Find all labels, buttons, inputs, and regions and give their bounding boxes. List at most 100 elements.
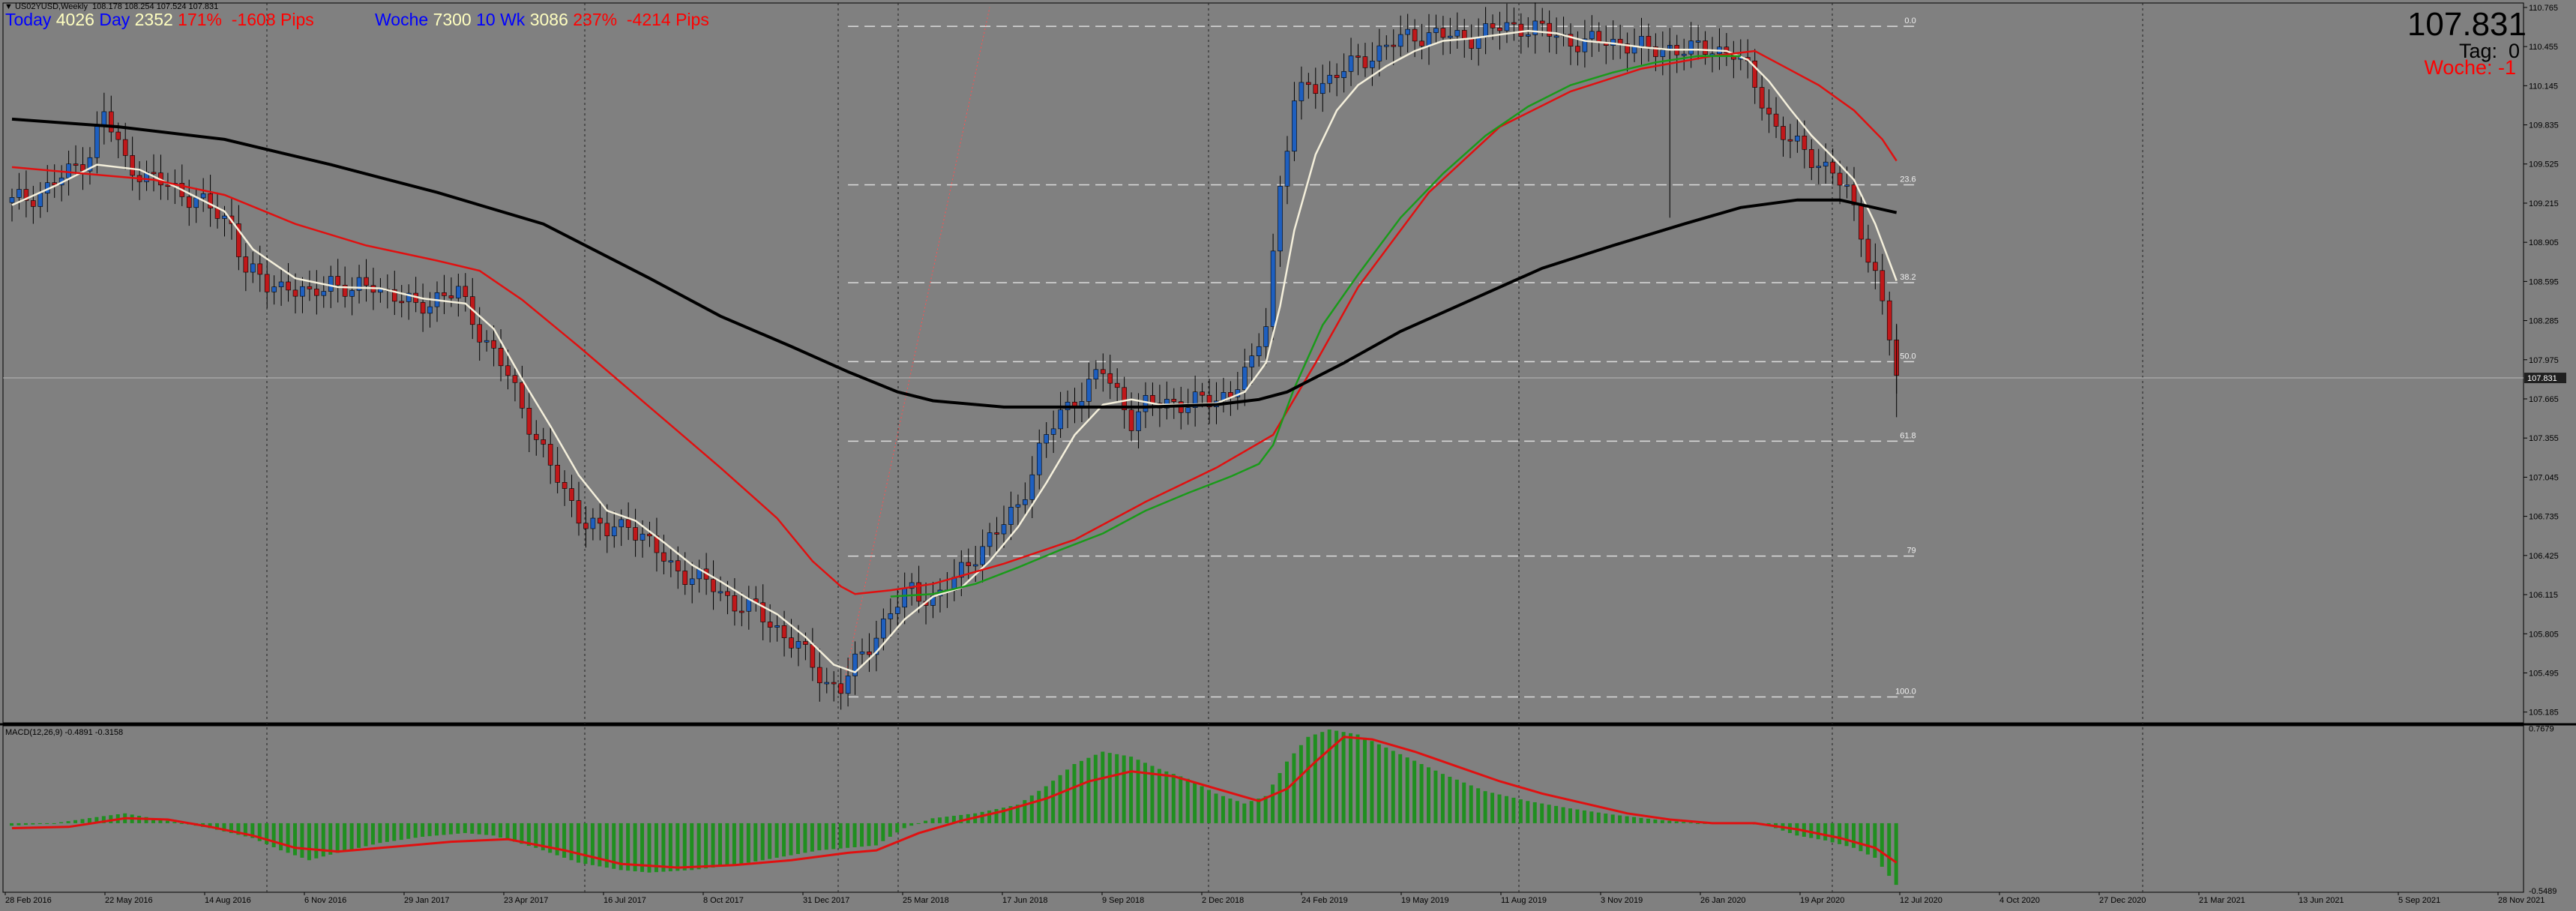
macd-histogram-bar — [732, 823, 736, 865]
candle-body — [1787, 139, 1793, 142]
candle — [1362, 43, 1368, 77]
fib-level-label: 100.0 — [1895, 687, 1916, 696]
macd-histogram-bar — [774, 823, 779, 858]
candle-body — [1490, 23, 1496, 28]
macd-histogram-bar — [682, 823, 687, 871]
macd-histogram-bar — [1454, 779, 1459, 823]
candle — [1270, 233, 1276, 340]
macd-histogram-bar — [1462, 782, 1466, 823]
macd-histogram-bar — [23, 823, 28, 826]
candle-body — [31, 200, 36, 207]
macd-histogram-bar — [1844, 823, 1849, 847]
price-axis-label: 107.975 — [2529, 356, 2559, 365]
candle — [23, 170, 29, 217]
candle — [1865, 224, 1871, 273]
macd-histogram-bar — [1150, 766, 1155, 823]
macd-histogram-bar — [271, 823, 276, 847]
candle — [1851, 166, 1857, 221]
candle-body — [94, 126, 100, 158]
candle-body — [257, 263, 263, 275]
candle-body — [533, 433, 539, 440]
candle-body — [286, 281, 291, 291]
candle-body — [831, 682, 837, 685]
candle — [1044, 422, 1049, 458]
candle — [1625, 32, 1630, 72]
main-pane-frame — [2, 2, 2524, 724]
candle-body — [1639, 35, 1644, 46]
candle-body — [477, 324, 483, 343]
candle-body — [1023, 499, 1028, 505]
macd-histogram-bar — [406, 823, 411, 839]
candle — [391, 271, 397, 316]
macd-histogram-bar — [1504, 796, 1508, 823]
candle-body — [888, 613, 894, 619]
macd-histogram-bar — [1540, 803, 1544, 823]
candle — [250, 251, 256, 283]
macd-histogram-bar — [1228, 799, 1233, 823]
candle-body — [576, 500, 582, 524]
candle — [1880, 253, 1886, 315]
candle — [1731, 40, 1736, 79]
macd-histogram-bar — [158, 819, 163, 823]
macd-histogram-bar — [881, 823, 885, 841]
macd-histogram-bar — [668, 823, 672, 872]
macd-histogram-bar — [1157, 769, 1161, 823]
macd-histogram-bar — [1214, 793, 1218, 823]
macd-histogram-bar — [1696, 823, 1700, 824]
fib-level-label: 38.2 — [1900, 273, 1916, 282]
price-axis-label: 108.595 — [2529, 277, 2559, 286]
stats_today-segment: 2352 — [134, 10, 173, 29]
candle — [300, 277, 305, 313]
candle — [505, 349, 511, 390]
candle — [810, 628, 816, 682]
candle — [1518, 13, 1524, 54]
candle-body — [200, 193, 206, 199]
macd-histogram-bar — [852, 823, 857, 847]
macd-histogram-bar — [1051, 781, 1056, 823]
woche-counter: Woche: -1 — [2424, 56, 2516, 79]
macd-histogram-bar — [895, 823, 900, 833]
candle-body — [1192, 391, 1198, 408]
candle — [1256, 333, 1262, 367]
macd-histogram-bar — [612, 823, 616, 869]
candle-body — [292, 289, 298, 297]
candle-body — [66, 163, 71, 178]
macd-histogram-bar — [1002, 808, 1005, 823]
candle — [831, 671, 837, 702]
macd-histogram-bar — [1852, 823, 1856, 848]
candle-body — [625, 519, 631, 528]
candle — [1206, 379, 1212, 424]
candle-body — [838, 683, 843, 694]
macd-pane-frame — [2, 725, 2524, 893]
candle-body — [364, 277, 369, 286]
price-axis-label: 109.525 — [2529, 160, 2559, 169]
candle-body — [491, 340, 496, 349]
candle — [916, 565, 921, 613]
macd-histogram-bar — [718, 823, 722, 868]
stats_today-segment: Today — [5, 10, 56, 29]
macd-histogram-bar — [1320, 732, 1325, 823]
candle — [80, 147, 85, 190]
candle — [1298, 66, 1304, 120]
macd-histogram-bar — [1008, 806, 1013, 823]
time-axis-label: 12 Jul 2020 — [1900, 896, 1942, 905]
candle-body — [1319, 82, 1325, 94]
macd-histogram-bar — [1306, 736, 1310, 823]
price-marker-label: 107.831 — [2527, 374, 2557, 383]
price-axis-label: 105.495 — [2529, 669, 2559, 678]
candle-body — [1298, 82, 1304, 101]
macd-histogram-bar — [1412, 760, 1417, 823]
macd-histogram-bar — [1448, 776, 1452, 823]
candle-body — [186, 196, 192, 208]
macd-histogram-bar — [165, 820, 169, 823]
macd-histogram-bar — [1193, 782, 1197, 823]
candle — [1773, 97, 1779, 139]
candle-body — [604, 523, 610, 537]
macd-histogram-bar — [335, 823, 340, 853]
price-axis-label: 108.905 — [2529, 238, 2559, 247]
candle-body — [406, 292, 412, 302]
candle — [512, 366, 518, 402]
macd-histogram-bar — [1129, 757, 1134, 823]
